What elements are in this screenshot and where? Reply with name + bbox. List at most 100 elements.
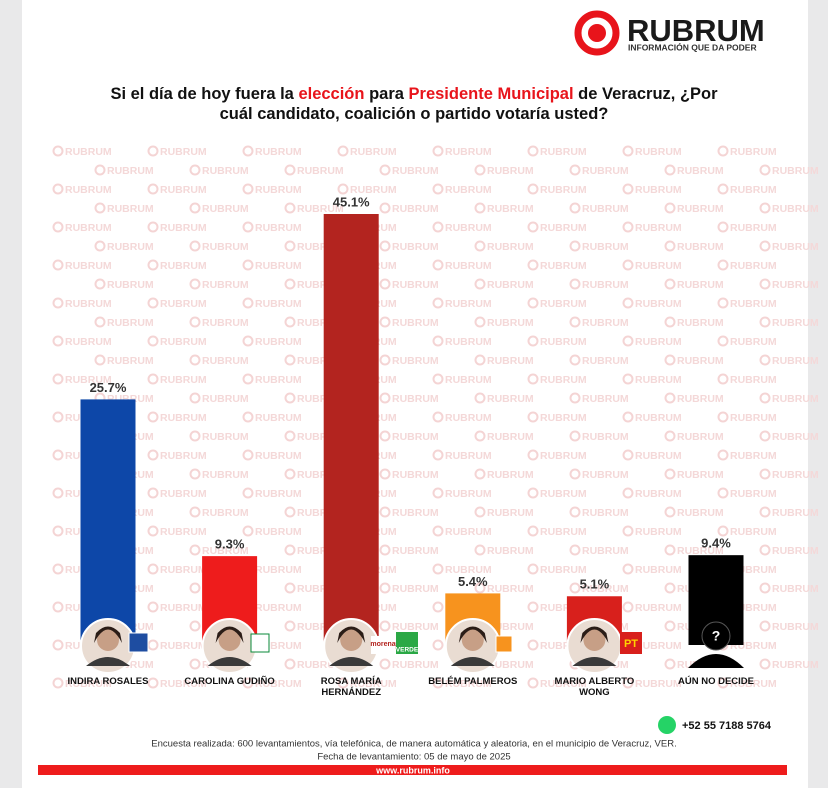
watermark-dot — [432, 335, 444, 347]
watermark-dot — [474, 392, 486, 404]
watermark-text: RUBRUM — [202, 545, 249, 557]
survey-note: Encuesta realizada: 600 levantamientos, … — [151, 739, 676, 750]
watermark-dot — [717, 297, 729, 309]
watermark-text: RUBRUM — [677, 545, 724, 557]
watermark-text: RUBRUM — [255, 526, 302, 538]
watermark-text: RUBRUM — [255, 298, 302, 310]
watermark-text: RUBRUM — [582, 165, 629, 177]
watermark-dot — [147, 183, 159, 195]
category-label: BELÉM PALMEROS — [428, 676, 518, 687]
watermark-dot — [284, 392, 296, 404]
watermark-dot — [189, 316, 201, 328]
watermark-dot — [759, 392, 771, 404]
watermark-dot — [432, 373, 444, 385]
watermark-dot — [284, 240, 296, 252]
watermark-text: RUBRUM — [160, 640, 207, 652]
watermark-text: RUBRUM — [540, 260, 587, 272]
watermark-dot — [242, 335, 254, 347]
watermark-dot — [284, 430, 296, 442]
watermark-dot — [527, 639, 539, 651]
watermark-dot — [52, 449, 64, 461]
watermark-text: RUBRUM — [677, 203, 724, 215]
value-label: 5.4% — [458, 574, 488, 589]
watermark-dot — [94, 240, 106, 252]
watermark-dot — [474, 164, 486, 176]
watermark-dot — [189, 620, 201, 632]
watermark-dot — [432, 487, 444, 499]
watermark-dot — [759, 506, 771, 518]
watermark-dot — [189, 582, 201, 594]
silhouette — [688, 654, 744, 668]
watermark-text: RUBRUM — [540, 564, 587, 576]
watermark-dot — [664, 354, 676, 366]
watermark-text: RUBRUM — [772, 241, 819, 253]
watermark-dot — [527, 297, 539, 309]
watermark-dot — [147, 145, 159, 157]
watermark-dot — [527, 525, 539, 537]
watermark-dot — [147, 335, 159, 347]
watermark-text: RUBRUM — [160, 184, 207, 196]
watermark-text: RUBRUM — [255, 564, 302, 576]
watermark-dot — [569, 278, 581, 290]
watermark-text: RUBRUM — [487, 469, 534, 481]
watermark-text: RUBRUM — [160, 412, 207, 424]
watermark-dot — [759, 354, 771, 366]
watermark-text: RUBRUM — [540, 526, 587, 538]
watermark-text: RUBRUM — [582, 431, 629, 443]
watermark-dot — [147, 677, 159, 689]
watermark-text: RUBRUM — [487, 507, 534, 519]
watermark-text: RUBRUM — [202, 317, 249, 329]
watermark-text: RUBRUM — [392, 355, 439, 367]
watermark-dot — [147, 297, 159, 309]
watermark-dot — [189, 392, 201, 404]
watermark-text: RUBRUM — [635, 488, 682, 500]
watermark-dot — [474, 544, 486, 556]
watermark-dot — [527, 411, 539, 423]
watermark-dot — [759, 468, 771, 480]
watermark-dot — [527, 183, 539, 195]
watermark-dot — [52, 221, 64, 233]
watermark-text: RUBRUM — [445, 374, 492, 386]
watermark-dot — [527, 145, 539, 157]
watermark-text: RUBRUM — [635, 526, 682, 538]
watermark-dot — [622, 183, 634, 195]
watermark-text: RUBRUM — [202, 469, 249, 481]
title-segment: Si el día de hoy fuera la — [110, 85, 298, 103]
watermark-dot — [717, 259, 729, 271]
party-logo — [396, 632, 418, 654]
watermark-text: RUBRUM — [772, 203, 819, 215]
watermark-dot — [284, 582, 296, 594]
watermark-text: RUBRUM — [540, 298, 587, 310]
bar — [80, 399, 136, 645]
watermark-text: RUBRUM — [107, 165, 154, 177]
portrait-body — [86, 657, 130, 666]
watermark-text: RUBRUM — [255, 374, 302, 386]
watermark-dot — [189, 506, 201, 518]
watermark-text: RUBRUM — [392, 545, 439, 557]
brand-name: RUBRUM — [627, 13, 765, 48]
watermark-dot — [569, 506, 581, 518]
watermark-text: RUBRUM — [160, 146, 207, 158]
watermark-text: RUBRUM — [635, 678, 682, 690]
bar — [323, 214, 379, 645]
watermark-dot — [717, 487, 729, 499]
watermark-text: RUBRUM — [487, 431, 534, 443]
watermark-dot — [664, 316, 676, 328]
watermark-dot — [759, 544, 771, 556]
watermark-dot — [94, 164, 106, 176]
watermark-text: RUBRUM — [392, 165, 439, 177]
watermark-text: RUBRUM — [392, 431, 439, 443]
watermark-dot — [759, 164, 771, 176]
watermark-dot — [94, 354, 106, 366]
watermark-dot — [147, 259, 159, 271]
watermark-dot — [379, 240, 391, 252]
watermark-text: RUBRUM — [255, 678, 302, 690]
watermark-text: RUBRUM — [677, 279, 724, 291]
watermark-dot — [622, 221, 634, 233]
watermark-text: RUBRUM — [772, 355, 819, 367]
watermark-dot — [527, 259, 539, 271]
watermark-text: RUBRUM — [65, 146, 112, 158]
watermark-text: RUBRUM — [65, 336, 112, 348]
survey-date: Fecha de levantamiento: 05 de mayo de 20… — [317, 752, 510, 763]
watermark-dot — [379, 354, 391, 366]
